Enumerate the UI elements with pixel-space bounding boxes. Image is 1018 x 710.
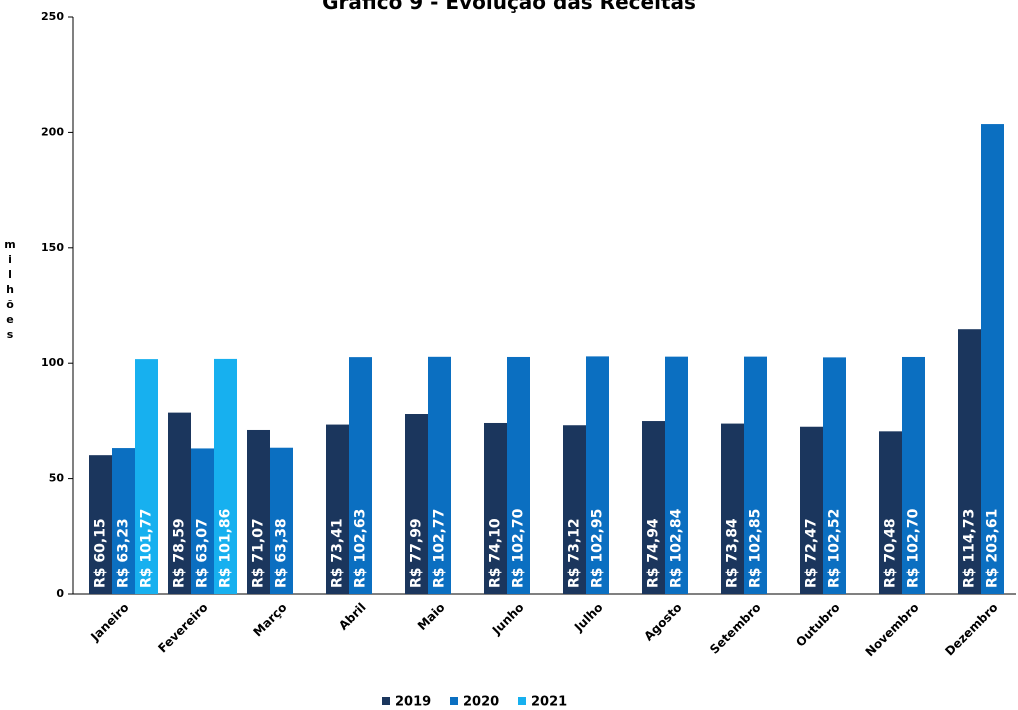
x-tick-label: Novembro bbox=[863, 600, 922, 659]
bar bbox=[89, 455, 112, 594]
bar bbox=[168, 412, 191, 594]
y-tick-label: 50 bbox=[49, 472, 65, 485]
value-label: R$ 74,10 bbox=[488, 518, 504, 588]
value-label: R$ 102,63 bbox=[353, 509, 369, 588]
legend-label: 2020 bbox=[463, 695, 499, 710]
bar bbox=[721, 423, 744, 594]
x-tick-label: Outubro bbox=[793, 600, 842, 649]
value-label: R$ 71,07 bbox=[251, 518, 267, 588]
y-tick-label: 200 bbox=[41, 125, 64, 138]
value-label: R$ 72,47 bbox=[804, 518, 820, 588]
y-axis-label: milhões bbox=[4, 238, 17, 343]
value-label: R$ 203,61 bbox=[985, 509, 1001, 588]
bar bbox=[642, 421, 665, 594]
value-label: R$ 102,85 bbox=[748, 509, 764, 588]
legend-swatch bbox=[518, 697, 526, 705]
x-tick-label: Junho bbox=[489, 600, 527, 638]
bar bbox=[405, 413, 428, 594]
bar bbox=[586, 356, 609, 594]
x-tick-label: Maio bbox=[415, 600, 448, 633]
value-label: R$ 77,99 bbox=[409, 518, 425, 588]
value-label: R$ 101,77 bbox=[139, 509, 155, 588]
value-label: R$ 73,84 bbox=[725, 518, 741, 588]
value-label: R$ 114,73 bbox=[962, 509, 978, 588]
bar bbox=[563, 425, 586, 594]
x-tick-label: Agosto bbox=[641, 600, 684, 643]
bar bbox=[902, 356, 925, 594]
x-tick-label: Dezembro bbox=[942, 600, 1000, 658]
bar bbox=[428, 356, 451, 594]
legend-swatch bbox=[382, 697, 390, 705]
legend-label: 2019 bbox=[395, 695, 431, 710]
value-label: R$ 102,95 bbox=[590, 509, 606, 588]
y-tick-label: 150 bbox=[41, 241, 64, 254]
value-label: R$ 78,59 bbox=[172, 518, 188, 588]
x-tick-label: Março bbox=[250, 600, 289, 639]
legend-label: 2021 bbox=[531, 695, 567, 710]
value-label: R$ 73,12 bbox=[567, 518, 583, 588]
bar bbox=[349, 357, 372, 594]
bar bbox=[665, 356, 688, 594]
x-tick-label: Julho bbox=[571, 600, 606, 635]
bar bbox=[981, 124, 1004, 595]
bar bbox=[800, 426, 823, 594]
x-tick-label: Janeiro bbox=[87, 600, 131, 644]
bar bbox=[112, 448, 135, 594]
bar bbox=[507, 356, 530, 594]
bar bbox=[879, 431, 902, 594]
value-label: R$ 60,15 bbox=[93, 518, 109, 588]
value-label: R$ 102,70 bbox=[511, 508, 527, 588]
x-tick-label: Abril bbox=[336, 600, 369, 633]
y-tick-label: 250 bbox=[41, 10, 64, 23]
bar bbox=[744, 356, 767, 594]
value-label: R$ 63,38 bbox=[274, 518, 290, 588]
legend-swatch bbox=[450, 697, 458, 705]
value-label: R$ 70,48 bbox=[883, 518, 899, 588]
value-label: R$ 102,84 bbox=[669, 508, 685, 588]
x-tick-label: Fevereiro bbox=[155, 600, 210, 655]
value-label: R$ 102,77 bbox=[432, 509, 448, 588]
value-label: R$ 63,07 bbox=[195, 518, 211, 588]
value-label: R$ 63,23 bbox=[116, 518, 132, 588]
bar bbox=[958, 329, 981, 594]
value-label: R$ 102,52 bbox=[827, 509, 843, 588]
bar bbox=[214, 358, 237, 594]
y-tick-label: 100 bbox=[41, 356, 64, 369]
value-label: R$ 101,86 bbox=[218, 509, 234, 588]
value-label: R$ 74,94 bbox=[646, 518, 662, 588]
x-tick-label: Setembro bbox=[707, 600, 764, 657]
bar bbox=[823, 357, 846, 594]
bar bbox=[135, 359, 158, 594]
bar bbox=[326, 424, 349, 594]
bar bbox=[484, 422, 507, 594]
bar bbox=[191, 448, 214, 594]
bar bbox=[270, 447, 293, 594]
value-label: R$ 73,41 bbox=[330, 518, 346, 588]
value-label: R$ 102,70 bbox=[906, 508, 922, 588]
chart-title: Gráfico 9 - Evolução das Receitas bbox=[322, 0, 696, 14]
bar bbox=[247, 429, 270, 594]
y-tick-label: 0 bbox=[56, 587, 64, 600]
